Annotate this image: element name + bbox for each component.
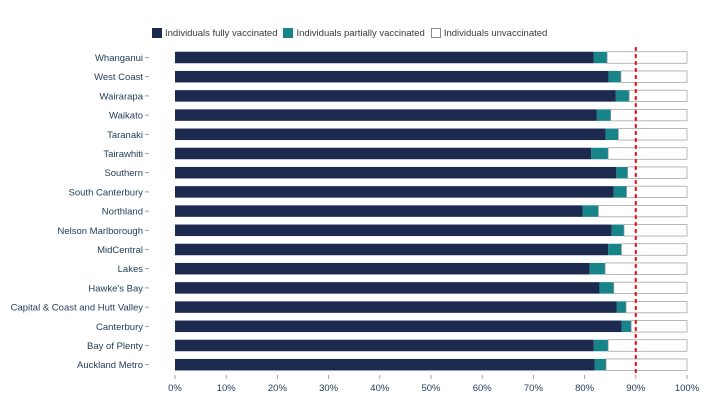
legend-swatch-unvaccinated — [430, 28, 441, 38]
legend-swatch-fully-vaccinated — [152, 28, 162, 38]
bar-individuals-unvaccinated-auckland-metro — [605, 358, 688, 371]
bar-individuals-unvaccinated-south-canterbury — [626, 185, 688, 198]
bar-individuals-partially-vaccinated-taranaki — [605, 128, 619, 141]
x-tick-label-10: 100% — [675, 383, 700, 394]
y-tick-label-hawke-s-bay: Hawke's Bay — [88, 283, 143, 294]
bar-individuals-unvaccinated-west-coast — [620, 70, 688, 83]
y-tick-label-lakes: Lakes — [118, 264, 144, 275]
bar-individuals-partially-vaccinated-bay-of-plenty — [593, 339, 609, 352]
y-tick-label-tairawhiti: Tairawhiti — [103, 149, 143, 160]
x-tick-label-7: 70% — [524, 383, 544, 394]
y-tick-label-south-canterbury: South Canterbury — [69, 187, 144, 198]
bar-individuals-fully-vaccinated-auckland-metro — [175, 358, 595, 371]
x-tick-label-8: 80% — [575, 383, 595, 394]
legend-label-fully-vaccinated: Individuals fully vaccinated — [165, 27, 278, 39]
bar-individuals-partially-vaccinated-nelson-marlborough — [611, 224, 625, 237]
y-tick-label-taranaki: Taranaki — [107, 130, 143, 141]
y-tick-label-auckland-metro: Auckland Metro — [77, 360, 143, 371]
bar-individuals-partially-vaccinated-wairarapa — [615, 90, 630, 102]
x-tick-label-0: 0% — [168, 383, 182, 394]
y-tick-label-west-coast: West Coast — [94, 72, 143, 83]
bar-individuals-unvaccinated-taranaki — [618, 128, 688, 141]
bar-individuals-fully-vaccinated-northland — [175, 205, 583, 217]
legend-label-unvaccinated: Individuals unvaccinated — [443, 27, 548, 39]
bar-individuals-unvaccinated-whanganui — [606, 51, 688, 64]
bar-individuals-unvaccinated-lakes — [604, 262, 688, 275]
x-tick-label-2: 20% — [268, 383, 288, 394]
x-tick-label-5: 50% — [421, 383, 441, 394]
bar-individuals-fully-vaccinated-nelson-marlborough — [175, 224, 612, 237]
x-tick-label-6: 60% — [473, 383, 493, 394]
y-tick-label-waikato: Waikato — [109, 111, 143, 122]
y-tick-label-wairarapa: Wairarapa — [100, 91, 144, 102]
legend-item-unvaccinated: Individuals unvaccinated — [430, 27, 548, 39]
bar-individuals-partially-vaccinated-midcentral — [608, 243, 622, 256]
y-tick-label-northland: Northland — [102, 207, 143, 218]
bar-individuals-unvaccinated-bay-of-plenty — [607, 339, 688, 352]
x-tick-label-3: 30% — [319, 383, 339, 394]
bar-individuals-partially-vaccinated-capital-coast-and-hutt-valley — [616, 301, 627, 313]
bar-individuals-partially-vaccinated-auckland-metro — [594, 358, 607, 371]
legend-label-partially-vaccinated: Individuals partially vaccinated — [296, 27, 425, 39]
bar-individuals-partially-vaccinated-hawke-s-bay — [599, 282, 614, 294]
bar-individuals-partially-vaccinated-tairawhiti — [591, 147, 609, 160]
bar-individuals-fully-vaccinated-southern — [175, 166, 617, 179]
bar-individuals-fully-vaccinated-capital-coast-and-hutt-valley — [175, 301, 617, 313]
bar-individuals-unvaccinated-southern — [627, 166, 688, 179]
y-tick-label-southern: Southern — [104, 168, 143, 179]
bar-individuals-unvaccinated-northland — [598, 205, 688, 218]
bar-individuals-fully-vaccinated-lakes — [175, 262, 590, 275]
bar-individuals-partially-vaccinated-canterbury — [621, 320, 632, 333]
bar-individuals-fully-vaccinated-south-canterbury — [175, 186, 614, 198]
y-tick-label-bay-of-plenty: Bay of Plenty — [87, 341, 143, 352]
bar-individuals-partially-vaccinated-northland — [582, 205, 599, 217]
x-tick-label-1: 10% — [217, 383, 237, 394]
bar-individuals-fully-vaccinated-tairawhiti — [175, 147, 592, 160]
bar-individuals-partially-vaccinated-west-coast — [608, 70, 621, 83]
bar-individuals-partially-vaccinated-south-canterbury — [613, 186, 627, 198]
legend-swatch-partially-vaccinated — [283, 28, 294, 38]
bar-individuals-partially-vaccinated-whanganui — [593, 51, 608, 64]
y-tick-label-whanganui: Whanganui — [95, 53, 143, 64]
bar-individuals-unvaccinated-wairarapa — [628, 89, 688, 103]
bar-individuals-unvaccinated-nelson-marlborough — [623, 224, 688, 237]
bar-individuals-fully-vaccinated-hawke-s-bay — [175, 282, 600, 294]
bar-individuals-unvaccinated-capital-coast-and-hutt-valley — [625, 301, 688, 314]
y-tick-label-midcentral: MidCentral — [97, 245, 143, 256]
bar-individuals-fully-vaccinated-taranaki — [175, 128, 606, 141]
bar-individuals-partially-vaccinated-southern — [616, 166, 628, 179]
x-tick-label-4: 40% — [370, 383, 390, 394]
bar-individuals-fully-vaccinated-canterbury — [175, 320, 622, 333]
bar-individuals-fully-vaccinated-midcentral — [175, 243, 609, 256]
bar-individuals-partially-vaccinated-waikato — [596, 109, 611, 121]
bar-individuals-unvaccinated-midcentral — [621, 243, 688, 256]
bar-individuals-partially-vaccinated-lakes — [589, 262, 606, 275]
bar-individuals-fully-vaccinated-whanganui — [175, 51, 594, 64]
bar-individuals-unvaccinated-hawke-s-bay — [613, 281, 688, 294]
legend: Individuals fully vaccinated Individuals… — [152, 26, 553, 40]
bar-individuals-unvaccinated-tairawhiti — [607, 147, 688, 160]
bar-individuals-fully-vaccinated-waikato — [175, 109, 597, 121]
bar-individuals-unvaccinated-waikato — [610, 108, 688, 122]
bar-individuals-fully-vaccinated-wairarapa — [175, 90, 616, 102]
bar-individuals-fully-vaccinated-bay-of-plenty — [175, 339, 594, 352]
x-tick-label-9: 90% — [626, 383, 646, 394]
y-tick-label-canterbury: Canterbury — [96, 322, 143, 333]
y-tick-label-capital-coast-and-hutt-valley: Capital & Coast and Hutt Valley — [11, 303, 144, 314]
y-tick-label-nelson-marlborough: Nelson Marlborough — [57, 226, 143, 237]
bar-individuals-fully-vaccinated-west-coast — [175, 70, 609, 83]
bar-individuals-unvaccinated-canterbury — [630, 320, 688, 333]
legend-item-fully-vaccinated: Individuals fully vaccinated — [152, 28, 277, 39]
legend-item-partially-vaccinated: Individuals partially vaccinated — [283, 27, 425, 39]
